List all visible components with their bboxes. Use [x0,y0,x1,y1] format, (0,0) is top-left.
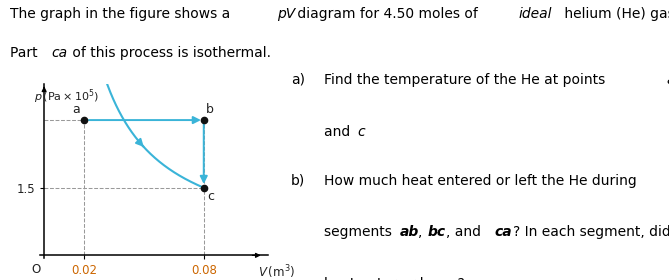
Text: $p\,(\mathrm{Pa} \times 10^5)$: $p\,(\mathrm{Pa} \times 10^5)$ [34,88,100,106]
Text: c: c [358,125,365,139]
Text: a): a) [291,73,305,87]
Text: and: and [324,125,355,139]
Text: ca: ca [52,46,68,60]
Text: of this process is isothermal.: of this process is isothermal. [68,46,272,60]
Text: diagram for 4.50 moles of: diagram for 4.50 moles of [294,7,482,21]
Text: The graph in the figure shows a: The graph in the figure shows a [10,7,235,21]
Text: c: c [208,190,215,203]
Text: a: a [72,104,80,116]
Text: , and: , and [446,225,486,239]
Text: pV: pV [277,7,295,21]
Text: b: b [206,104,213,116]
Text: b): b) [291,174,305,188]
Text: $V\,(\mathrm{m}^3)$: $V\,(\mathrm{m}^3)$ [258,263,295,280]
Text: Find the temperature of the He at points: Find the temperature of the He at points [324,73,610,87]
Text: heat enter or leave?: heat enter or leave? [324,277,465,280]
Text: a: a [666,73,669,87]
Text: segments: segments [324,225,397,239]
Text: ,: , [417,225,422,239]
Text: O: O [31,263,41,276]
Text: ? In each segment, did the: ? In each segment, did the [512,225,669,239]
Text: ca: ca [494,225,512,239]
Text: ideal: ideal [518,7,552,21]
Text: How much heat entered or left the He during: How much heat entered or left the He dur… [324,174,637,188]
Text: ab: ab [399,225,419,239]
Text: Part: Part [10,46,42,60]
Text: bc: bc [427,225,446,239]
Text: helium (He) gas.: helium (He) gas. [560,7,669,21]
